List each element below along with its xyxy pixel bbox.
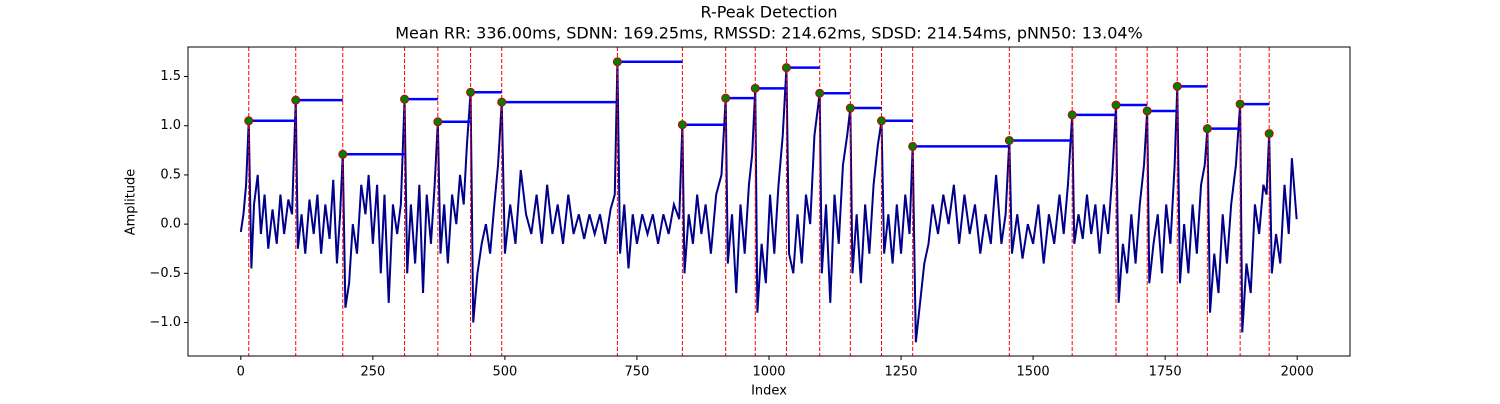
x-tick-label: 500 [492, 365, 517, 380]
y-tick-label: −0.5 [149, 266, 181, 281]
peak-marker [244, 116, 254, 126]
peak-marker [400, 94, 410, 104]
peak-marker [815, 88, 825, 98]
peak-marker [497, 97, 507, 107]
peak-marker [677, 120, 687, 130]
x-tick-label: 1250 [884, 365, 917, 380]
x-tick-label: 0 [237, 365, 245, 380]
peak-marker [1142, 106, 1152, 116]
x-tick-label: 2000 [1281, 365, 1314, 380]
peak-marker [750, 83, 760, 93]
peak-marker [877, 116, 887, 126]
signal-line [239, 61, 1298, 343]
peak-marker [466, 87, 476, 97]
peak-marker [1172, 81, 1182, 91]
peak-marker [433, 117, 443, 127]
peak-marker [908, 141, 918, 151]
peak-marker [1111, 100, 1121, 110]
peak-marker [1264, 129, 1274, 139]
peak-marker [612, 57, 622, 67]
y-tick-label: 0.5 [160, 167, 181, 182]
peak-marker [1067, 110, 1077, 120]
peak-marker [721, 93, 731, 103]
chart-title: R-Peak Detection [700, 3, 837, 22]
x-tick-label: 1000 [752, 365, 785, 380]
peak-marker [1202, 124, 1212, 134]
y-tick-label: 1.5 [160, 69, 181, 84]
peak-marker [291, 95, 301, 105]
x-tick-label: 250 [360, 365, 385, 380]
x-axis-label: Index [751, 384, 787, 399]
peak-marker [338, 149, 348, 159]
y-tick-label: 1.0 [160, 118, 181, 133]
chart-subtitle: Mean RR: 336.00ms, SDNN: 169.25ms, RMSSD… [395, 24, 1143, 43]
x-tick-label: 750 [625, 365, 650, 380]
y-tick-label: 0.0 [160, 217, 181, 232]
y-tick-label: −1.0 [149, 315, 181, 330]
peak-marker [1004, 135, 1014, 145]
peak-marker [781, 63, 791, 73]
peak-marker [845, 103, 855, 113]
x-tick-label: 1500 [1017, 365, 1050, 380]
plot-frame [187, 46, 1351, 357]
peak-marker [1235, 99, 1245, 109]
x-tick-label: 1750 [1149, 365, 1182, 380]
y-axis-label: Amplitude [124, 169, 139, 236]
